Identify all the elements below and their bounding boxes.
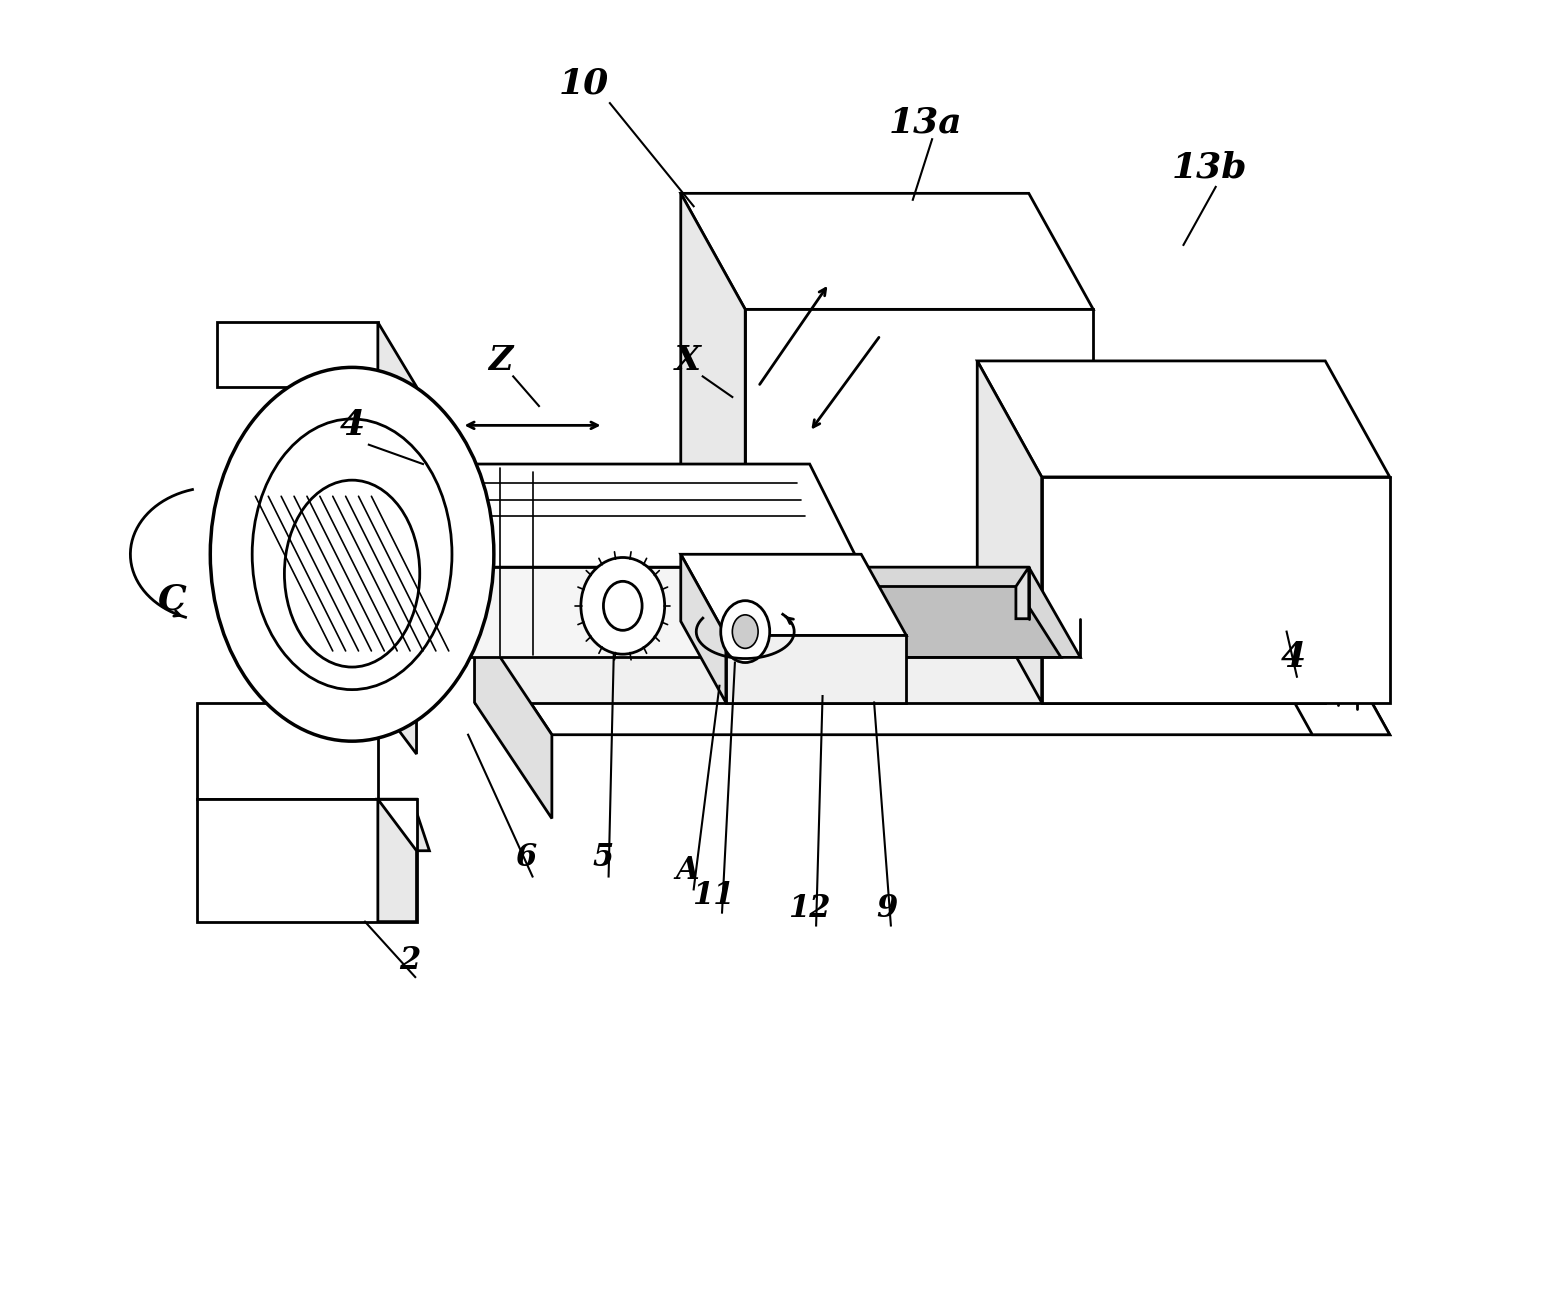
Polygon shape — [745, 567, 783, 619]
Polygon shape — [429, 567, 862, 657]
Polygon shape — [680, 554, 907, 635]
Polygon shape — [680, 554, 726, 703]
Polygon shape — [475, 619, 1389, 735]
Text: A: A — [675, 855, 699, 886]
Text: 10: 10 — [558, 67, 609, 101]
Text: 9: 9 — [876, 893, 897, 924]
Polygon shape — [378, 464, 862, 567]
Text: 13a: 13a — [888, 106, 962, 139]
Polygon shape — [475, 619, 552, 819]
Polygon shape — [978, 361, 1042, 703]
Text: 5: 5 — [592, 842, 614, 873]
Text: 11: 11 — [692, 880, 734, 911]
Polygon shape — [475, 619, 1325, 703]
Ellipse shape — [581, 557, 665, 655]
Polygon shape — [726, 635, 907, 703]
Polygon shape — [978, 361, 1389, 477]
Polygon shape — [745, 567, 1081, 657]
Polygon shape — [378, 322, 416, 754]
Ellipse shape — [210, 367, 493, 741]
Polygon shape — [1042, 477, 1389, 703]
Ellipse shape — [603, 581, 641, 630]
Text: 6: 6 — [515, 842, 537, 873]
Polygon shape — [378, 799, 416, 922]
Text: 13b: 13b — [1172, 151, 1247, 184]
Ellipse shape — [253, 419, 452, 690]
Polygon shape — [680, 193, 1093, 309]
Text: 4: 4 — [339, 409, 364, 442]
Polygon shape — [1247, 619, 1389, 735]
Polygon shape — [783, 586, 1061, 657]
Text: 12: 12 — [788, 893, 831, 924]
Ellipse shape — [284, 480, 419, 666]
Ellipse shape — [720, 601, 769, 663]
Polygon shape — [197, 799, 416, 922]
Text: C: C — [157, 583, 187, 616]
Text: 4: 4 — [1280, 641, 1306, 674]
Text: 2: 2 — [399, 945, 421, 976]
Polygon shape — [745, 309, 1093, 586]
Polygon shape — [378, 799, 429, 851]
Text: X: X — [674, 344, 700, 378]
Polygon shape — [378, 464, 429, 657]
Polygon shape — [1016, 567, 1029, 619]
Polygon shape — [197, 703, 378, 799]
Polygon shape — [680, 193, 745, 586]
Polygon shape — [217, 322, 378, 703]
Text: Z: Z — [489, 344, 512, 378]
Polygon shape — [1247, 619, 1325, 703]
Ellipse shape — [732, 615, 759, 648]
